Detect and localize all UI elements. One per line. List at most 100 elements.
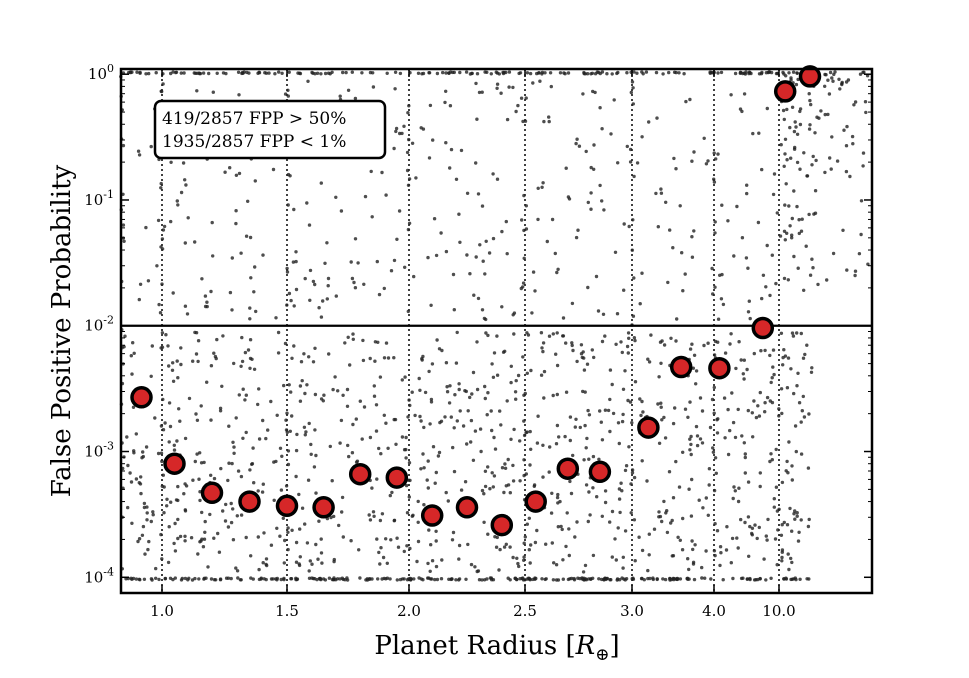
data-point xyxy=(138,71,142,75)
data-point xyxy=(609,132,613,136)
y-tick-base: 10 xyxy=(84,443,103,461)
data-point xyxy=(780,523,784,527)
data-point xyxy=(427,528,431,532)
data-point xyxy=(781,355,785,360)
data-point xyxy=(350,70,354,74)
data-point xyxy=(579,343,584,347)
data-point xyxy=(474,161,478,165)
data-point xyxy=(354,417,358,421)
data-point xyxy=(186,216,190,220)
data-point xyxy=(509,437,513,441)
data-point xyxy=(790,478,794,482)
data-point xyxy=(740,434,744,438)
data-point xyxy=(176,484,180,489)
data-point xyxy=(805,577,809,581)
data-point xyxy=(711,292,715,296)
data-point xyxy=(681,516,685,521)
data-point xyxy=(248,317,252,321)
data-point xyxy=(357,548,361,552)
data-point xyxy=(806,524,811,529)
data-point xyxy=(544,542,548,546)
data-point xyxy=(315,71,320,76)
data-point xyxy=(538,79,542,83)
data-point xyxy=(478,243,482,247)
data-point xyxy=(160,345,165,349)
data-point xyxy=(631,86,635,90)
data-point xyxy=(292,304,296,308)
data-point xyxy=(514,577,519,582)
data-point xyxy=(480,308,485,312)
x-tick-labels: 1.0 1.5 2.0 2.5 3.0 4.0 10.0 xyxy=(150,602,796,620)
data-point xyxy=(769,380,773,385)
data-point xyxy=(166,344,170,348)
data-point xyxy=(257,70,261,75)
data-point xyxy=(747,554,751,558)
data-point xyxy=(677,485,682,489)
data-point xyxy=(626,331,631,335)
data-point xyxy=(474,81,478,86)
data-point xyxy=(144,445,149,449)
data-point xyxy=(547,334,552,338)
data-point xyxy=(400,378,404,382)
data-point xyxy=(503,462,507,466)
data-point xyxy=(773,537,778,541)
data-point xyxy=(455,330,459,335)
data-point xyxy=(598,409,602,413)
data-point xyxy=(242,70,246,74)
x-axis-title: Planet Radius [R⊕] xyxy=(374,631,619,665)
data-point xyxy=(193,576,197,581)
data-point xyxy=(525,522,529,526)
data-point xyxy=(656,225,660,229)
data-point xyxy=(668,228,672,232)
data-point xyxy=(436,454,441,458)
data-point xyxy=(692,577,697,582)
data-point xyxy=(522,458,526,462)
data-point xyxy=(159,186,163,190)
median-point-5 xyxy=(275,494,299,518)
data-point xyxy=(435,71,440,76)
data-point xyxy=(475,117,479,121)
data-point xyxy=(574,141,578,146)
data-point xyxy=(375,537,379,541)
data-point xyxy=(351,337,355,341)
data-point xyxy=(183,304,188,308)
data-point xyxy=(633,380,638,384)
data-point xyxy=(257,567,261,572)
data-point xyxy=(572,578,577,582)
data-point xyxy=(803,352,807,357)
data-point xyxy=(561,316,566,320)
data-point xyxy=(644,70,649,74)
data-point xyxy=(298,555,302,559)
data-point xyxy=(692,229,696,233)
data-point xyxy=(248,468,252,472)
data-point xyxy=(770,400,775,405)
data-point xyxy=(769,576,773,580)
data-point xyxy=(440,558,444,562)
x-tick-label-4.0: 4.0 xyxy=(702,602,726,620)
data-point xyxy=(210,220,214,225)
data-point xyxy=(730,391,734,395)
data-point xyxy=(633,338,637,343)
data-point xyxy=(176,498,180,503)
data-point xyxy=(361,358,366,363)
data-point xyxy=(203,294,208,298)
data-point xyxy=(162,224,167,229)
data-point xyxy=(356,261,360,265)
data-point xyxy=(140,533,145,537)
data-point xyxy=(552,561,556,565)
data-point xyxy=(286,94,290,98)
data-point xyxy=(631,576,635,580)
data-point xyxy=(160,331,165,335)
data-point xyxy=(195,452,199,456)
data-point xyxy=(278,534,282,538)
data-point xyxy=(226,525,231,529)
data-point xyxy=(702,343,706,348)
data-point xyxy=(358,576,362,580)
data-point xyxy=(393,70,398,75)
data-point xyxy=(237,93,241,97)
data-point xyxy=(798,577,802,581)
data-point xyxy=(449,147,454,152)
data-point xyxy=(664,511,668,515)
data-point xyxy=(244,393,248,397)
data-point xyxy=(571,348,575,353)
